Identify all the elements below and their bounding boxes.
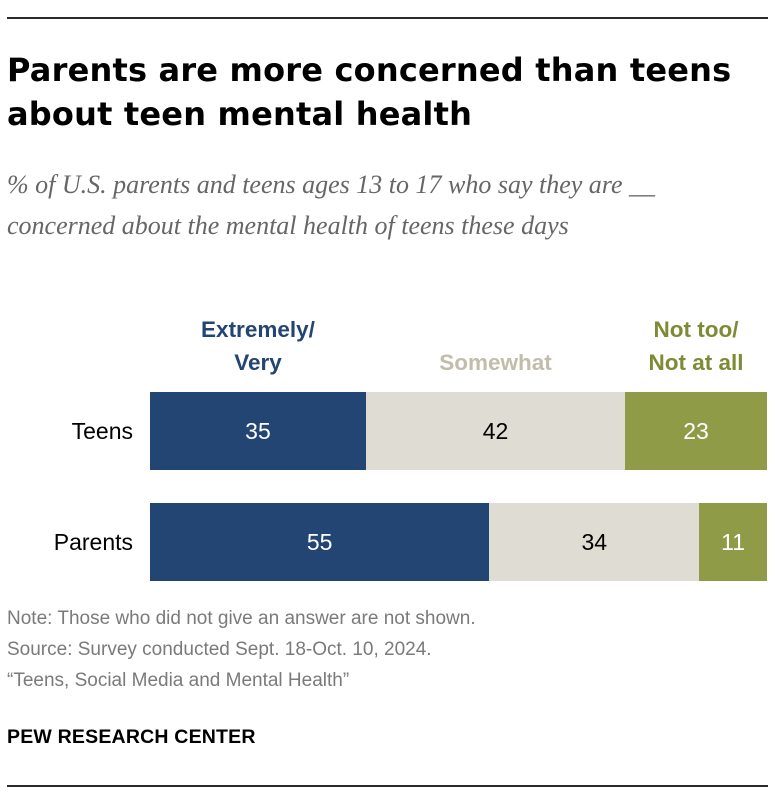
- bar-segment-parents-2: [489, 503, 700, 581]
- chart-title: Parents are more concerned than teens ab…: [7, 51, 732, 133]
- chart-subtitle: % of U.S. parents and teens ages 13 to 1…: [7, 170, 655, 240]
- data-label-parents-3: 11: [721, 529, 746, 555]
- legend-item-3: Not too/ Not at all: [648, 317, 744, 375]
- bar-segment-teens-3: [625, 392, 767, 470]
- data-label-teens-2: 42: [482, 418, 509, 444]
- bar-segment-parents-3: [699, 503, 767, 581]
- bar-segment-teens-1: [150, 392, 366, 470]
- top-rule: [7, 17, 768, 19]
- row-label-teens: Teens: [71, 418, 133, 444]
- legend-item-2: Somewhat: [439, 350, 552, 375]
- chart-notes: Note: Those who did not give an answer a…: [7, 603, 767, 696]
- legend-item-1: Extremely/ Very: [201, 317, 315, 375]
- bar-segment-parents-1: [150, 503, 490, 581]
- data-label-teens-1: 35: [245, 418, 271, 444]
- bar-segment-teens-2: [365, 392, 626, 470]
- data-label-parents-1: 55: [306, 529, 333, 555]
- report-title: “Teens, Social Media and Mental Health”: [7, 670, 350, 691]
- note-text: Note: Those who did not give an answer a…: [7, 608, 476, 629]
- data-label-parents-2: 34: [581, 529, 608, 555]
- source-text: Source: Survey conducted Sept. 18-Oct. 1…: [7, 639, 432, 660]
- data-label-teens-3: 23: [683, 418, 709, 444]
- bottom-rule: [7, 785, 768, 787]
- pew-research-center-logo-text: PEW RESEARCH CENTER: [7, 726, 256, 748]
- row-label-parents: Parents: [53, 529, 133, 555]
